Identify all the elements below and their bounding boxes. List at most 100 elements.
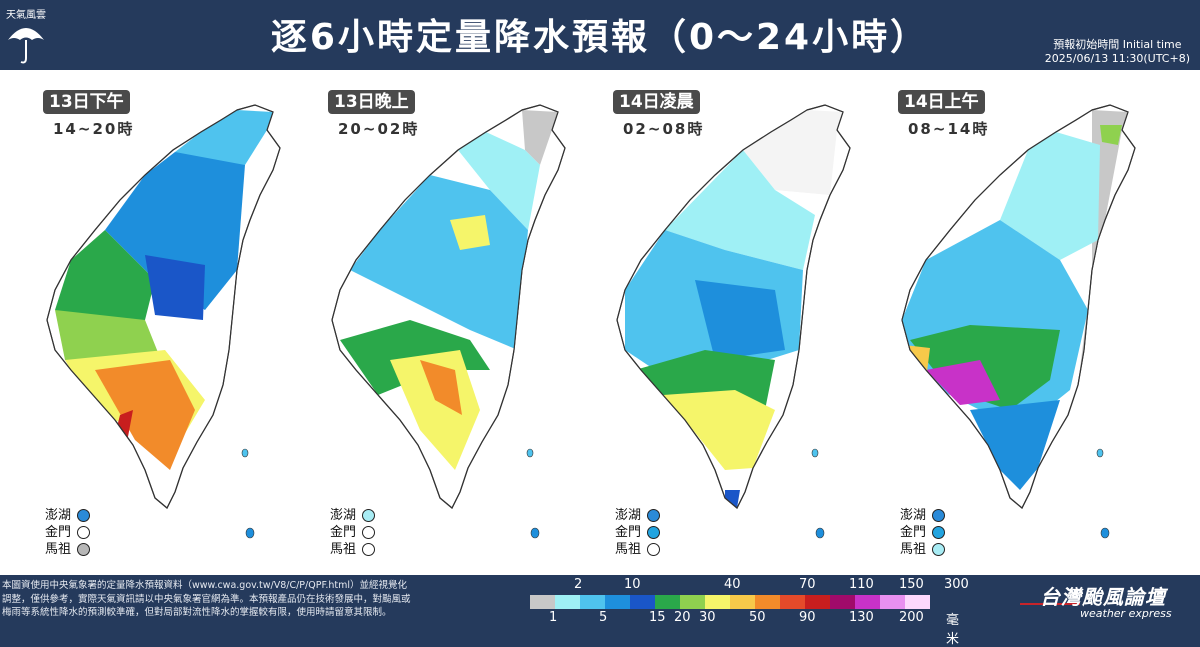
- panel-time-range: 02~08時: [623, 120, 705, 138]
- header: 天氣風雲 逐6小時定量降水預報（0～24小時） 預報初始時間 Initial t…: [0, 0, 1200, 70]
- taiwan-outline: [901, 104, 1136, 509]
- taiwan-outline: [331, 104, 566, 509]
- rain-zone: [522, 110, 558, 165]
- taiwan-map-svg: [331, 104, 566, 539]
- page-title: 逐6小時定量降水預報（0～24小時）: [270, 17, 930, 58]
- note-line: 調整，僅供參考，實際天氣資訊請以中央氣象署官網為準。本預報產品仍在技術發展中，對…: [2, 593, 411, 605]
- footer: 本圖資使用中央氣象署的定量降水預報資料（www.cwa.gov.tw/V8/C/…: [0, 575, 1200, 647]
- map-13-evening: 13日晚上 20~02時澎湖金門馬祖: [290, 70, 580, 575]
- map-panel: 13日下午 14~20時 澎湖 金門 馬祖 13日晚上 20~02時 澎湖 金門 馬祖 14日凌…: [0, 70, 1200, 575]
- island-row: 澎湖: [615, 507, 661, 524]
- island-rain-dot: [932, 509, 946, 522]
- green-island: [1096, 448, 1104, 458]
- note-line: 本圖資使用中央氣象署的定量降水預報資料（www.cwa.gov.tw/V8/C/…: [2, 580, 408, 591]
- panel-time-range: 20~02時: [338, 120, 420, 138]
- outlying-islands: 澎湖 金門 馬祖: [900, 507, 946, 558]
- island-row: 馬祖: [615, 541, 661, 558]
- legend-tick-bottom: 15: [649, 610, 666, 625]
- logo-text: 天氣風雲: [6, 10, 46, 21]
- rain-zone: [145, 255, 205, 320]
- island-name: 馬祖: [615, 542, 642, 557]
- island-rain-dot: [362, 509, 376, 522]
- rain-zone: [743, 110, 843, 195]
- rain-zone: [665, 150, 815, 270]
- precip-legend: 2 10 40 70 110 150 300 1 5 15 20 30 50 90 130 200 毫米: [530, 575, 970, 647]
- island-name: 金門: [330, 525, 357, 540]
- island-rain-dot: [932, 526, 946, 539]
- scale-swatch: [830, 595, 855, 609]
- rain-zones: [902, 110, 1128, 490]
- island-row: 馬祖: [45, 541, 91, 558]
- rain-zone: [458, 132, 540, 230]
- init-label: 預報初始時間 Initial time: [1053, 38, 1182, 51]
- legend-tick-bottom: 200: [899, 610, 924, 625]
- rain-zone: [910, 325, 1060, 410]
- rain-zones: [55, 110, 273, 470]
- scale-swatch: [855, 595, 880, 609]
- brand-subtitle: weather express: [1080, 607, 1172, 620]
- legend-tick-top: 10: [624, 577, 641, 592]
- island-name: 金門: [615, 525, 642, 540]
- green-island: [526, 448, 534, 458]
- island-row: 澎湖: [330, 507, 376, 524]
- rain-zone: [926, 360, 1000, 405]
- rain-zone: [390, 350, 480, 470]
- legend-tick-bottom: 90: [799, 610, 816, 625]
- rain-zone: [175, 110, 273, 165]
- island-row: 金門: [45, 524, 91, 541]
- rain-zone: [55, 230, 155, 330]
- legend-tick-bottom: 50: [749, 610, 766, 625]
- island-rain-dot: [932, 543, 946, 556]
- island-rain-dot: [77, 526, 91, 539]
- island-rain-dot: [77, 509, 91, 522]
- scale-swatch: [680, 595, 705, 609]
- outlying-islands: 澎湖 金門 馬祖: [45, 507, 91, 558]
- island-rain-dot: [647, 526, 661, 539]
- brand-stripe: [1020, 603, 1080, 605]
- brand-name: 台灣颱風論壇: [1040, 585, 1166, 609]
- island-name: 馬祖: [330, 542, 357, 557]
- island-row: 澎湖: [45, 507, 91, 524]
- island-name: 澎湖: [45, 508, 72, 523]
- orchid-island: [245, 527, 255, 539]
- disclaimer-note: 本圖資使用中央氣象署的定量降水預報資料（www.cwa.gov.tw/V8/C/…: [2, 579, 522, 620]
- color-scale: [530, 595, 930, 609]
- logo: 天氣風雲: [4, 6, 48, 64]
- island-name: 馬祖: [45, 542, 72, 557]
- map-14-morning: 14日上午 08~14時 澎湖 金門 馬祖: [860, 70, 1150, 575]
- legend-tick-bottom: 130: [849, 610, 874, 625]
- orchid-island: [815, 527, 825, 539]
- rain-zone: [1078, 110, 1128, 385]
- taiwan-map-svg: [616, 104, 851, 539]
- green-island: [241, 448, 249, 458]
- taiwan-map-svg: [46, 104, 281, 539]
- scale-swatch: [655, 595, 680, 609]
- rain-zone: [970, 400, 1060, 490]
- island-row: 金門: [615, 524, 661, 541]
- taiwan-map-svg: [901, 104, 1136, 539]
- rain-zone: [95, 360, 195, 470]
- island-rain-dot: [647, 509, 661, 522]
- scale-swatch: [630, 595, 655, 609]
- scale-swatch: [605, 595, 630, 609]
- legend-tick-bottom: 1: [549, 610, 558, 625]
- brand: 台灣颱風論壇 weather express: [1020, 579, 1195, 623]
- island-name: 金門: [45, 525, 72, 540]
- taiwan-outline: [46, 104, 281, 509]
- scale-swatch: [780, 595, 805, 609]
- legend-tick-top: 40: [724, 577, 741, 592]
- island-name: 澎湖: [615, 508, 642, 523]
- init-time: 2025/06/13 11:30(UTC+8): [1044, 52, 1190, 65]
- rain-zone: [695, 280, 785, 360]
- legend-tick-top: 70: [799, 577, 816, 592]
- map-13-afternoon: 13日下午 14~20時 澎湖 金門 馬祖: [5, 70, 295, 575]
- island-name: 澎湖: [330, 508, 357, 523]
- legend-tick-top: 150: [899, 577, 924, 592]
- island-name: 金門: [900, 525, 927, 540]
- panel-day-badge: 13日晚上: [328, 90, 415, 114]
- legend-tick-top: 2: [574, 577, 583, 592]
- island-rain-dot: [647, 543, 661, 556]
- rain-zone: [904, 345, 930, 380]
- taiwan-outline: [616, 104, 851, 509]
- legend-tick-bottom: 20: [674, 610, 691, 625]
